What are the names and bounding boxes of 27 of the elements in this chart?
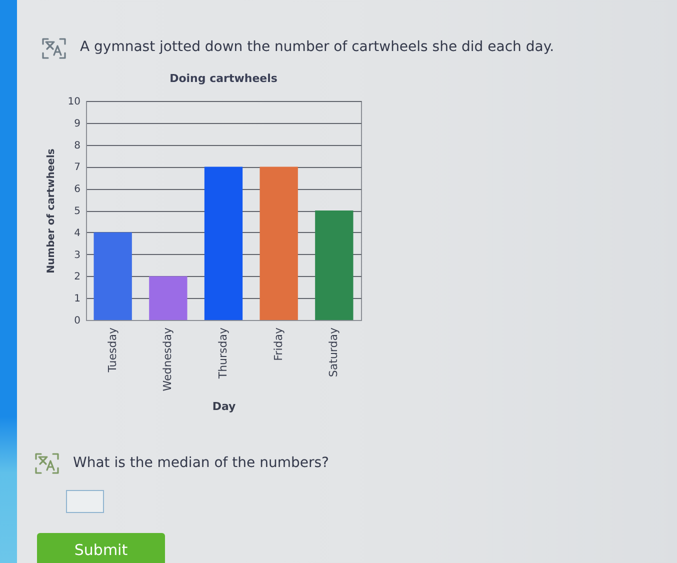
chart-title: Doing cartwheels [170,72,278,85]
bar [149,276,188,320]
y-tick-label: 10 [68,96,80,108]
x-tick-label: Thursday [216,327,230,380]
text: What is the median of the numbers? [73,454,329,472]
y-tick-label: 1 [74,294,80,305]
bar [204,166,243,320]
y-tick-label: 3 [74,250,80,261]
text: A gymnast jotted down the number of cartwheels she did each day. [80,38,554,56]
x-axis-title: Day [212,400,236,414]
submit-button: Submit [37,533,165,563]
x-tick-label: Friday [272,327,285,361]
x-tick-label: Tuesday [106,327,119,374]
bar [94,232,132,320]
y-tick-label: 7 [74,162,80,174]
y-tick-label: 9 [74,118,80,130]
y-axis-title: Number of cartwheels [46,148,57,274]
y-tick-label: 2 [74,272,80,283]
y-tick-label: 0 [74,316,80,326]
y-tick-label: 6 [74,184,80,196]
y-tick-label: 8 [74,140,80,152]
x-tick-label: Wednesday [161,327,174,392]
x-tick-label: Saturday [327,327,340,378]
bar [315,210,354,320]
bar [260,166,298,320]
y-tick-label: 5 [74,206,80,217]
y-tick-label: 4 [74,228,80,239]
